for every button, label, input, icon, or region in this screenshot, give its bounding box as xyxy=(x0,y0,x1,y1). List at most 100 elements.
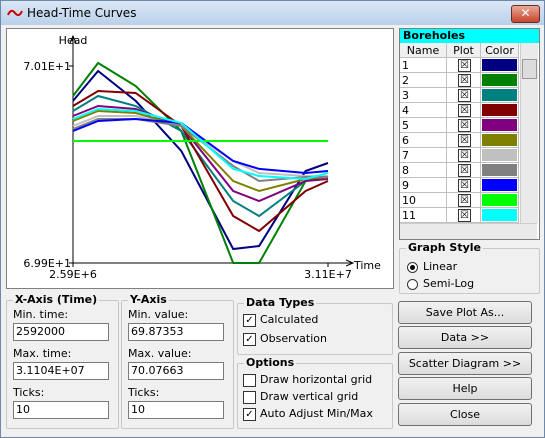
color-swatch xyxy=(482,194,517,206)
borehole-name: 6 xyxy=(400,133,447,148)
horizontal-scrollbar[interactable] xyxy=(400,223,537,239)
plot-checkbox[interactable]: ☒ xyxy=(458,194,471,207)
plot-checkbox[interactable]: ☒ xyxy=(458,119,471,132)
options-group: Options Draw horizontal grid Draw vertical… xyxy=(237,356,393,429)
color-cell xyxy=(481,163,519,178)
color-swatch xyxy=(482,119,517,131)
series-line xyxy=(72,94,329,218)
plot-checkbox[interactable]: ☒ xyxy=(458,149,471,162)
group-title: Data Types xyxy=(244,296,317,309)
color-cell xyxy=(481,208,519,223)
plot-cell: ☒ xyxy=(447,133,481,148)
group-title: Graph Style xyxy=(406,241,483,254)
color-cell xyxy=(481,193,519,208)
plot-checkbox[interactable]: ☒ xyxy=(458,104,471,117)
checkbox-label: Auto Adjust Min/Max xyxy=(260,407,373,420)
series-line xyxy=(72,107,329,181)
borehole-name: 4 xyxy=(400,103,447,118)
button[interactable]: Scatter Diagram >> xyxy=(398,352,532,375)
app-icon xyxy=(7,9,23,17)
plot-cell: ☒ xyxy=(447,88,481,103)
color-cell xyxy=(481,133,519,148)
column-header: Color xyxy=(481,43,519,58)
borehole-name: 5 xyxy=(400,118,447,133)
borehole-name: 7 xyxy=(400,148,447,163)
checkbox-label: Draw horizontal grid xyxy=(260,373,373,386)
radio-dot xyxy=(410,265,415,270)
text-field[interactable]: 3.1104E+07 xyxy=(13,362,109,380)
text-field[interactable]: 69.87353 xyxy=(128,323,224,341)
text-field[interactable]: 10 xyxy=(13,401,109,419)
close-button[interactable]: ✕ xyxy=(511,5,540,23)
graph-style-group: Graph Style Linear Semi-Log xyxy=(399,241,540,294)
plot-checkbox[interactable]: ☒ xyxy=(458,209,471,222)
chart: Head Time 6.99E+1 7.01E+1 2.59E+6 3.11E+7 xyxy=(23,34,381,281)
x-axis-label: Time xyxy=(353,259,381,272)
color-cell xyxy=(481,103,519,118)
column-header: Name xyxy=(400,43,447,58)
color-swatch xyxy=(482,179,517,191)
group-title: Y-Axis xyxy=(128,293,169,306)
window-title: Head-Time Curves xyxy=(27,6,137,20)
column-header: Plot xyxy=(447,43,481,58)
x-axis-arrow xyxy=(345,259,355,267)
plot-checkbox[interactable]: ☒ xyxy=(458,89,471,102)
checkbox[interactable]: ✓ xyxy=(243,408,256,421)
button[interactable]: Close xyxy=(398,403,532,426)
data-types-group: Data Types ✓ Calculated ✓ Observation xyxy=(237,296,393,355)
plot-checkbox[interactable]: ☒ xyxy=(458,74,471,87)
y-axis-label: Head xyxy=(59,34,88,47)
plot-cell: ☒ xyxy=(447,163,481,178)
field-label: Max. value: xyxy=(128,347,192,360)
field-label: Max. time: xyxy=(13,347,72,360)
plot-cell: ☒ xyxy=(447,178,481,193)
radio-label: Semi-Log xyxy=(423,277,475,290)
series-line xyxy=(72,104,329,203)
checkbox-label: Observation xyxy=(260,332,327,345)
series-line xyxy=(72,115,328,177)
group-title: Options xyxy=(244,356,297,369)
color-cell xyxy=(481,118,519,133)
plot-checkbox[interactable]: ☒ xyxy=(458,134,471,147)
y-axis-group: Y-Axis Min. value: 69.87353 Max. value: 70.0… xyxy=(121,293,234,429)
color-cell xyxy=(481,73,519,88)
color-cell xyxy=(481,58,519,73)
text-field[interactable]: 70.07663 xyxy=(128,362,224,380)
button[interactable]: Data >> xyxy=(398,326,532,349)
x-tick-label: 3.11E+7 xyxy=(304,268,352,281)
color-swatch xyxy=(482,209,517,221)
color-swatch xyxy=(482,89,517,101)
color-cell xyxy=(481,148,519,163)
y-axis-arrow xyxy=(69,34,77,44)
button[interactable]: Save Plot As... xyxy=(398,301,532,324)
borehole-name: 10 xyxy=(400,193,447,208)
checkbox[interactable] xyxy=(243,391,256,404)
plot-cell: ☒ xyxy=(447,193,481,208)
radio-button[interactable] xyxy=(407,279,418,290)
plot-cell: ☒ xyxy=(447,73,481,88)
checkbox[interactable] xyxy=(243,374,256,387)
checkbox[interactable]: ✓ xyxy=(243,314,256,327)
radio-label: Linear xyxy=(423,260,458,273)
plot-checkbox[interactable]: ☒ xyxy=(458,179,471,192)
y-tick-label: 7.01E+1 xyxy=(23,60,71,73)
text-field[interactable]: 2592000 xyxy=(13,323,109,341)
plot-cell: ☒ xyxy=(447,58,481,73)
chart-panel: Head Time 6.99E+1 7.01E+1 2.59E+6 3.11E+7 xyxy=(6,28,394,289)
borehole-name: 2 xyxy=(400,73,447,88)
text-field[interactable]: 10 xyxy=(128,401,224,419)
color-swatch xyxy=(482,74,517,86)
plot-cell: ☒ xyxy=(447,103,481,118)
plot-checkbox[interactable]: ☒ xyxy=(458,164,471,177)
button[interactable]: Help xyxy=(398,377,532,400)
borehole-name: 11 xyxy=(400,208,447,223)
borehole-name: 9 xyxy=(400,178,447,193)
radio-button[interactable] xyxy=(407,262,418,273)
plot-cell: ☒ xyxy=(447,148,481,163)
field-label: Ticks: xyxy=(13,386,45,399)
vertical-scrollbar[interactable] xyxy=(520,43,538,223)
plot-checkbox[interactable]: ☒ xyxy=(458,59,471,72)
checkbox[interactable]: ✓ xyxy=(243,333,256,346)
scroll-thumb[interactable] xyxy=(522,59,537,79)
color-swatch xyxy=(482,134,517,146)
